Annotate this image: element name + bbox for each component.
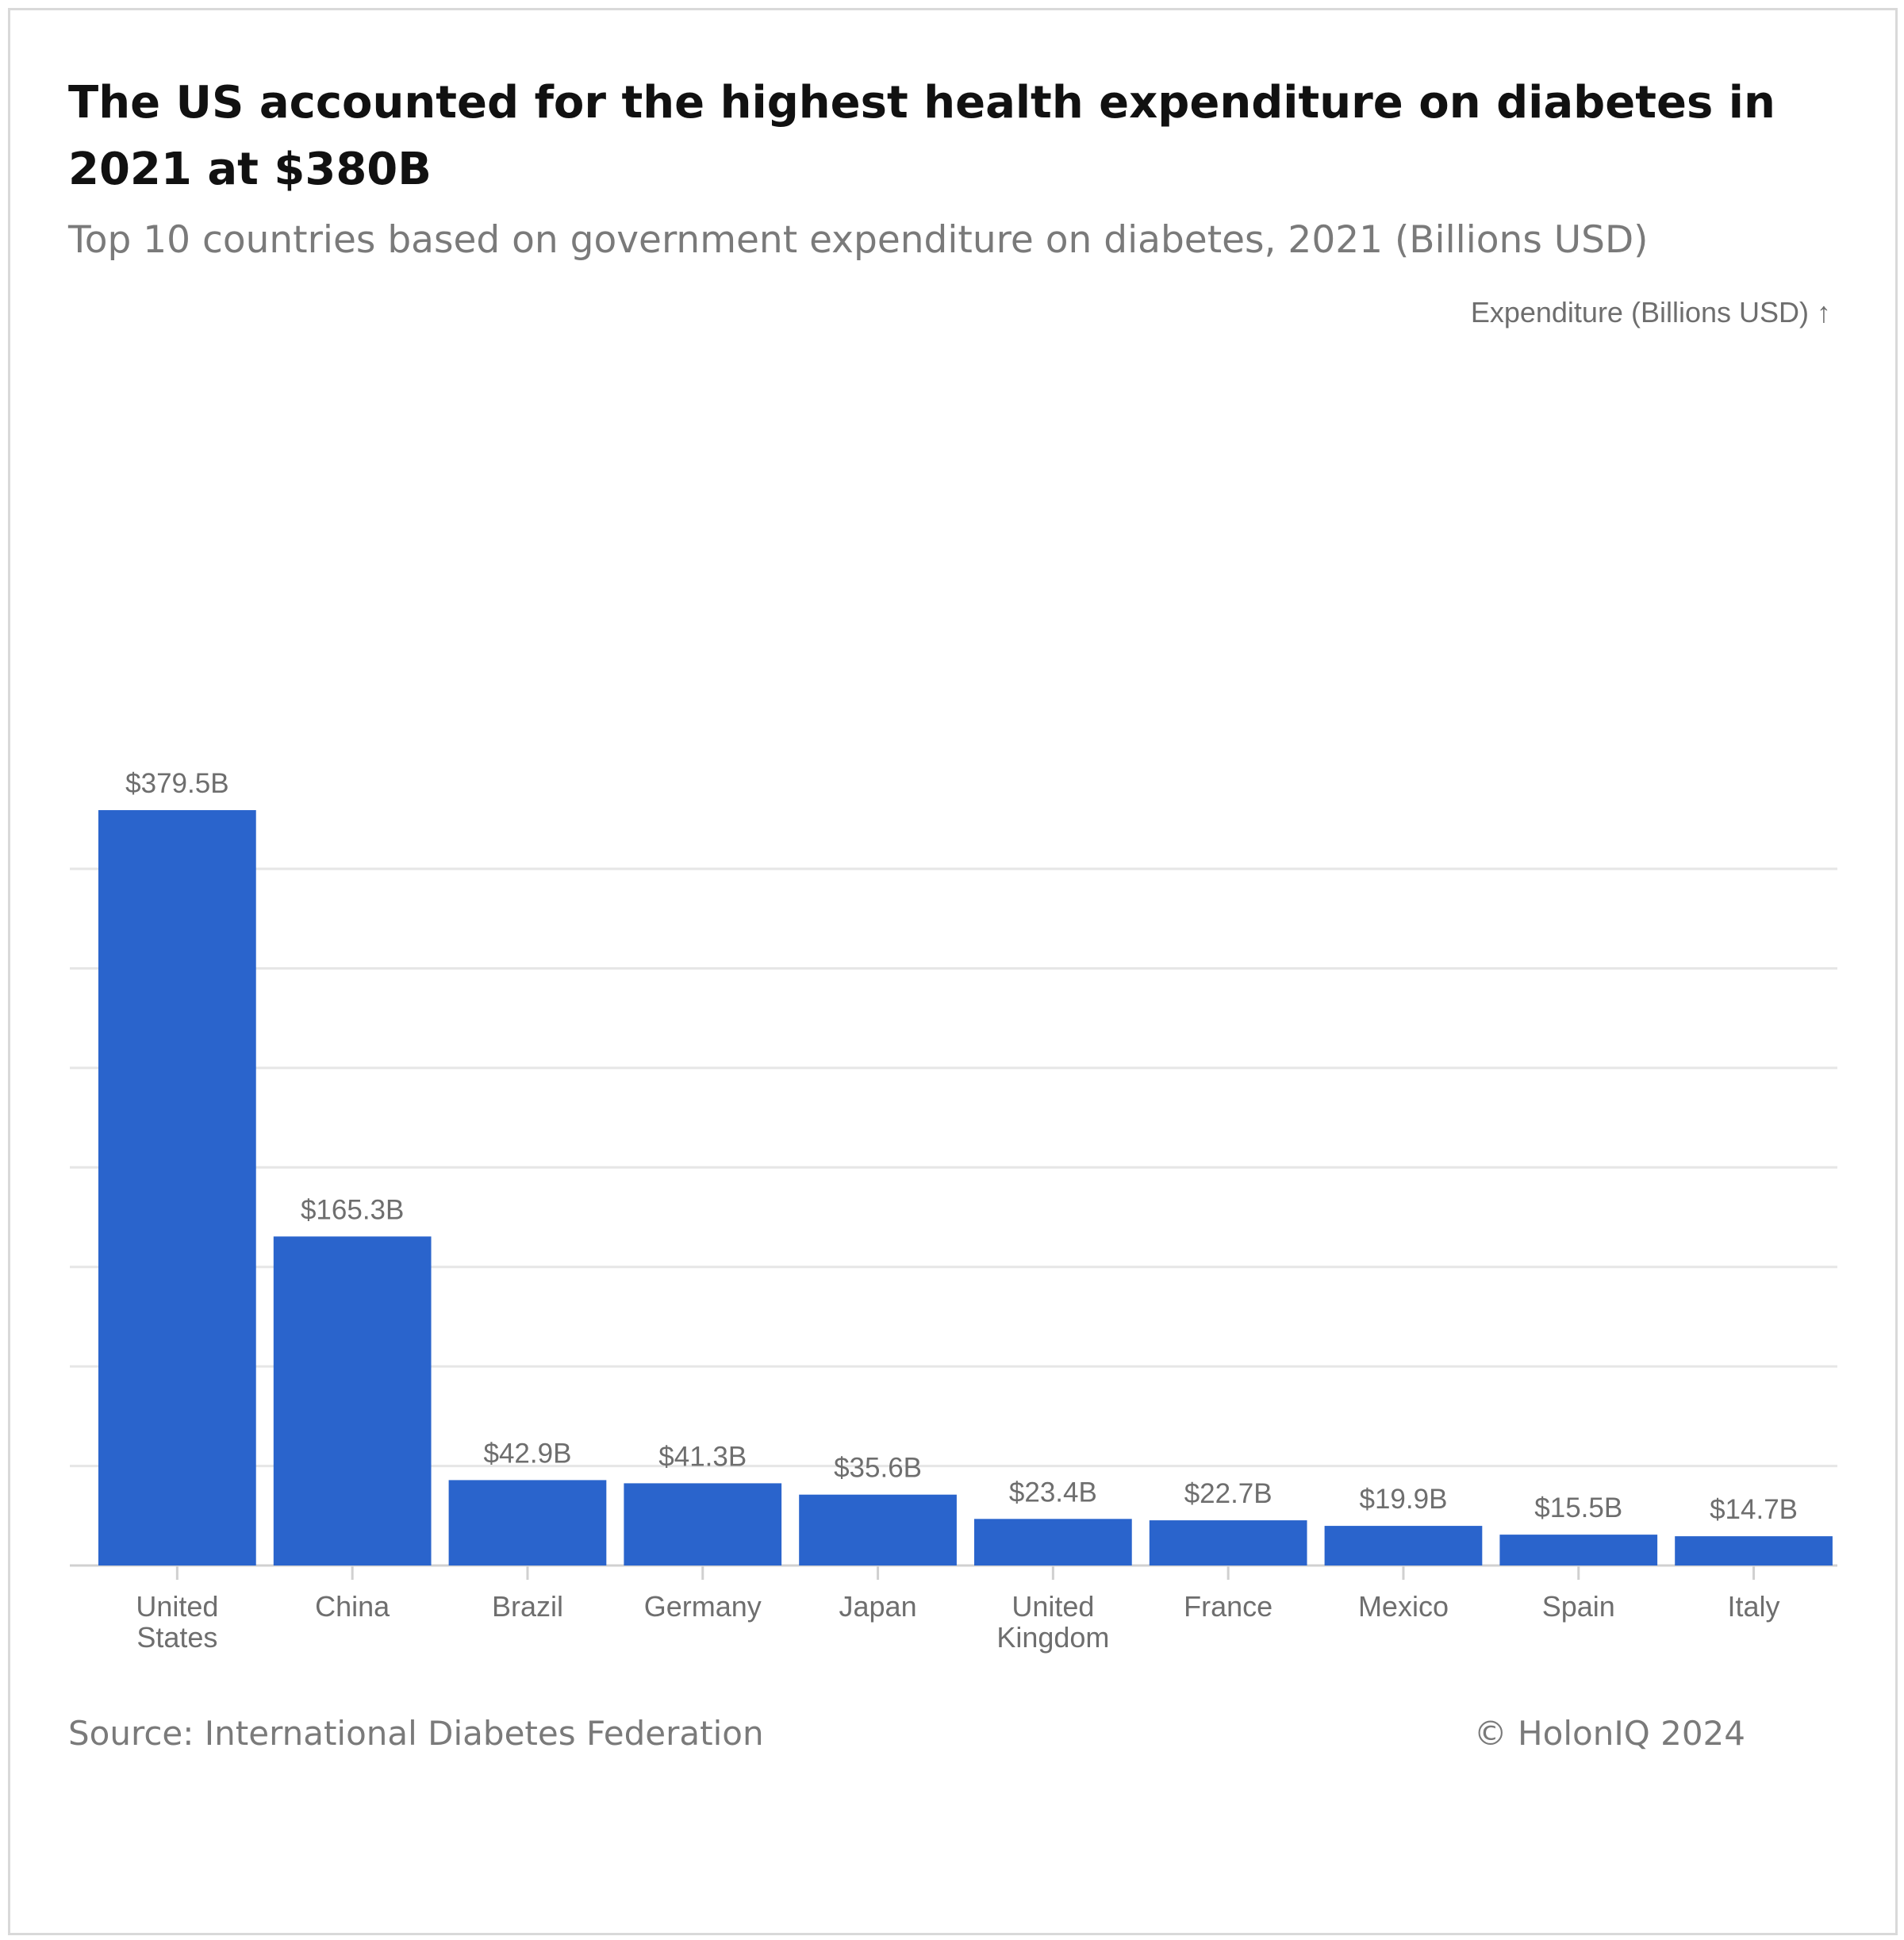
bar-value-label: $165.3B xyxy=(301,1194,404,1225)
x-tick-label-line: United xyxy=(136,1590,218,1623)
bar xyxy=(448,1480,607,1565)
x-tick-label-line: Kingdom xyxy=(996,1621,1109,1654)
x-tick-label-line: France xyxy=(1184,1590,1273,1623)
bar xyxy=(273,1236,432,1565)
bar xyxy=(974,1519,1132,1565)
x-tick-label: Brazil xyxy=(492,1590,563,1623)
x-tick-label-line: China xyxy=(315,1590,390,1623)
x-tick-label: United States xyxy=(136,1590,218,1654)
x-tick-label: Germany xyxy=(644,1590,762,1623)
bar-value-label: $42.9B xyxy=(483,1438,571,1469)
x-tick-label-line: Mexico xyxy=(1358,1590,1449,1623)
x-tick-label: Italy xyxy=(1728,1590,1780,1623)
y-axis-label: Expenditure (Billions USD) ↑ xyxy=(1470,296,1831,328)
bar xyxy=(98,810,256,1565)
source-note: Source: International Diabetes Federatio… xyxy=(68,1714,764,1753)
bar-value-label: $23.4B xyxy=(1009,1477,1097,1508)
bar xyxy=(1499,1535,1658,1565)
chart-title: The US accounted for the highest health … xyxy=(68,77,1775,195)
bar xyxy=(1149,1520,1307,1565)
x-tick-label-line: Japan xyxy=(839,1590,917,1623)
bar-value-label: $15.5B xyxy=(1534,1492,1622,1523)
bar xyxy=(624,1483,782,1565)
chart-frame xyxy=(8,8,1898,1935)
bar xyxy=(1324,1526,1483,1565)
chart-subtitle: Top 10 countries based on government exp… xyxy=(68,218,1649,262)
x-tick-label-line: States xyxy=(136,1621,217,1654)
x-tick-label-line: Spain xyxy=(1542,1590,1615,1623)
bar xyxy=(799,1494,957,1565)
bar-value-label: $14.7B xyxy=(1710,1494,1798,1525)
x-tick-label-line: Italy xyxy=(1728,1590,1780,1623)
x-tick-label: Japan xyxy=(839,1590,917,1623)
x-tick-label: Mexico xyxy=(1358,1590,1449,1623)
copyright-note: © HolonIQ 2024 xyxy=(1473,1714,1745,1753)
x-tick-label: France xyxy=(1184,1590,1273,1623)
bar xyxy=(1675,1536,1833,1565)
x-tick-label: China xyxy=(315,1590,390,1623)
x-tick-label-line: United xyxy=(1012,1590,1094,1623)
bar-value-label: $22.7B xyxy=(1184,1478,1273,1509)
x-tick-label-line: Brazil xyxy=(492,1590,563,1623)
bar-value-label: $41.3B xyxy=(658,1441,747,1472)
x-tick-label: United Kingdom xyxy=(996,1590,1109,1654)
x-tick-label: Spain xyxy=(1542,1590,1615,1623)
x-tick-label-line: Germany xyxy=(644,1590,762,1623)
bar-value-label: $379.5B xyxy=(125,768,228,799)
bar-value-label: $19.9B xyxy=(1359,1484,1447,1515)
bar-value-label: $35.6B xyxy=(834,1453,922,1484)
